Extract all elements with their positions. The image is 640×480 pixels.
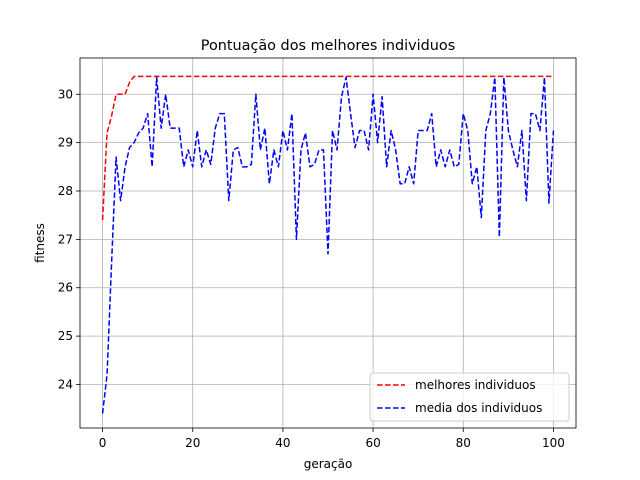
y-tick-label: 25 [58, 329, 73, 343]
y-axis-title: fitness [33, 223, 47, 263]
y-tick-label: 30 [58, 87, 73, 101]
legend-label-media: media dos individuos [415, 401, 542, 415]
legend-label-melhores: melhores individuos [415, 378, 536, 392]
series-line-1 [101, 76, 555, 414]
plot-frame [79, 57, 577, 429]
x-tick-label: 80 [456, 436, 471, 450]
plot-area [101, 75, 555, 414]
y-tick-label: 28 [58, 184, 73, 198]
y-tick-label: 27 [58, 232, 73, 246]
y-axis: 24 25 26 27 28 29 30 [58, 87, 80, 391]
y-tick-label: 24 [58, 377, 73, 391]
chart-title: Pontuação dos melhores individuos [201, 38, 455, 54]
x-tick-label: 100 [542, 436, 565, 450]
legend-box [369, 372, 570, 422]
x-tick-label: 0 [99, 436, 107, 450]
y-tick-label: 29 [58, 136, 73, 150]
x-tick-label: 60 [365, 436, 380, 450]
x-tick-label: 20 [185, 436, 200, 450]
x-tick-label: 40 [275, 436, 290, 450]
legend: melhores individuos media dos individuos [369, 372, 570, 422]
x-axis-title: geração [304, 457, 353, 471]
x-axis: 0 20 40 60 80 100 [99, 428, 565, 450]
series-line-0 [101, 75, 554, 221]
y-tick-label: 26 [58, 281, 73, 295]
